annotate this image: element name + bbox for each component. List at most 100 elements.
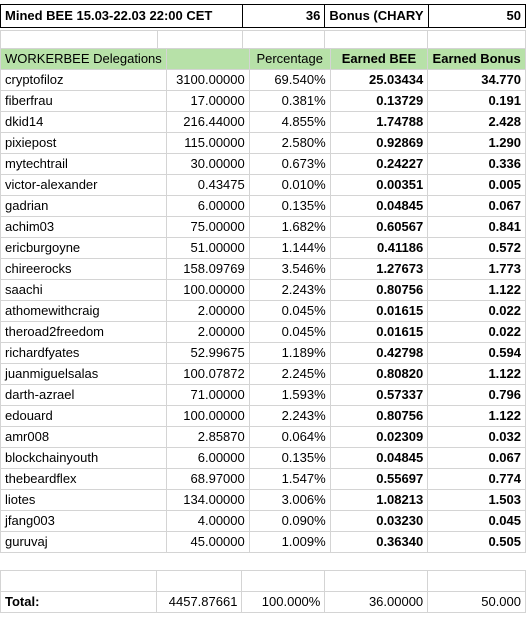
percentage-cell[interactable]: 3.546% [248, 258, 331, 280]
delegated-amount-cell[interactable]: 75.00000 [165, 216, 250, 238]
header-amount[interactable] [165, 48, 250, 70]
earned-bee-cell[interactable]: 0.36340 [329, 531, 429, 553]
header-delegations[interactable]: WORKERBEE Delegations [0, 48, 167, 70]
delegated-amount-cell[interactable]: 71.00000 [165, 384, 250, 406]
earned-bee-cell[interactable]: 0.41186 [329, 237, 429, 259]
percentage-cell[interactable]: 1.682% [248, 216, 331, 238]
delegated-amount-cell[interactable]: 3100.00000 [165, 69, 250, 91]
delegated-amount-cell[interactable]: 2.85870 [165, 426, 250, 448]
percentage-cell[interactable]: 69.540% [248, 69, 331, 91]
delegated-amount-cell[interactable]: 2.00000 [165, 300, 250, 322]
bonus-value-cell[interactable]: 50 [427, 4, 526, 28]
header-earned-bonus[interactable]: Earned Bonus [427, 48, 526, 70]
delegated-amount-cell[interactable]: 100.00000 [165, 405, 250, 427]
delegator-name-cell[interactable]: victor-alexander [0, 174, 167, 196]
delegated-amount-cell[interactable]: 158.09769 [165, 258, 250, 280]
earned-bonus-cell[interactable]: 1.122 [427, 279, 526, 301]
delegated-amount-cell[interactable]: 17.00000 [165, 90, 250, 112]
delegator-name-cell[interactable]: athomewithcraig [0, 300, 167, 322]
percentage-cell[interactable]: 1.593% [248, 384, 331, 406]
percentage-cell[interactable]: 0.135% [248, 447, 331, 469]
earned-bee-cell[interactable]: 0.80820 [329, 363, 429, 385]
delegator-name-cell[interactable]: liotes [0, 489, 167, 511]
earned-bee-cell[interactable]: 0.03230 [329, 510, 429, 532]
header-earned-bee[interactable]: Earned BEE [329, 48, 429, 70]
earned-bee-cell[interactable]: 0.04845 [329, 447, 429, 469]
delegator-name-cell[interactable]: cryptofiloz [0, 69, 167, 91]
earned-bonus-cell[interactable]: 0.045 [427, 510, 526, 532]
percentage-cell[interactable]: 0.064% [248, 426, 331, 448]
percentage-cell[interactable]: 0.045% [248, 321, 331, 343]
percentage-cell[interactable]: 0.090% [248, 510, 331, 532]
earned-bonus-cell[interactable]: 0.022 [427, 300, 526, 322]
percentage-cell[interactable]: 0.045% [248, 300, 331, 322]
delegated-amount-cell[interactable]: 6.00000 [165, 447, 250, 469]
delegator-name-cell[interactable]: theroad2freedom [0, 321, 167, 343]
earned-bonus-cell[interactable]: 1.773 [427, 258, 526, 280]
delegator-name-cell[interactable]: thebeardflex [0, 468, 167, 490]
delegated-amount-cell[interactable]: 2.00000 [165, 321, 250, 343]
earned-bonus-cell[interactable]: 0.067 [427, 447, 526, 469]
delegator-name-cell[interactable]: achim03 [0, 216, 167, 238]
percentage-cell[interactable]: 0.135% [248, 195, 331, 217]
total-label[interactable]: Total: [0, 591, 158, 613]
delegated-amount-cell[interactable]: 45.00000 [165, 531, 250, 553]
delegator-name-cell[interactable]: chireerocks [0, 258, 167, 280]
empty-cell[interactable] [241, 570, 326, 592]
earned-bee-cell[interactable]: 0.01615 [329, 300, 429, 322]
delegated-amount-cell[interactable]: 6.00000 [165, 195, 250, 217]
delegator-name-cell[interactable]: blockchainyouth [0, 447, 167, 469]
earned-bee-cell[interactable]: 0.24227 [329, 153, 429, 175]
earned-bee-cell[interactable]: 0.92869 [329, 132, 429, 154]
earned-bonus-cell[interactable]: 0.067 [427, 195, 526, 217]
delegated-amount-cell[interactable]: 51.00000 [165, 237, 250, 259]
percentage-cell[interactable]: 2.243% [248, 405, 331, 427]
earned-bee-cell[interactable]: 1.08213 [329, 489, 429, 511]
earned-bee-cell[interactable]: 1.27673 [329, 258, 429, 280]
percentage-cell[interactable]: 2.243% [248, 279, 331, 301]
delegated-amount-cell[interactable]: 4.00000 [165, 510, 250, 532]
delegated-amount-cell[interactable]: 100.00000 [165, 279, 250, 301]
earned-bee-cell[interactable]: 0.04845 [329, 195, 429, 217]
earned-bee-cell[interactable]: 0.13729 [329, 90, 429, 112]
delegator-name-cell[interactable]: darth-azrael [0, 384, 167, 406]
percentage-cell[interactable]: 4.855% [248, 111, 331, 133]
earned-bee-cell[interactable]: 0.80756 [329, 279, 429, 301]
delegator-name-cell[interactable]: juanmiguelsalas [0, 363, 167, 385]
earned-bee-cell[interactable]: 0.02309 [329, 426, 429, 448]
delegator-name-cell[interactable]: guruvaj [0, 531, 167, 553]
delegator-name-cell[interactable]: ericburgoyne [0, 237, 167, 259]
delegated-amount-cell[interactable]: 52.99675 [165, 342, 250, 364]
delegator-name-cell[interactable]: mytechtrail [0, 153, 167, 175]
header-percentage[interactable]: Percentage [248, 48, 331, 70]
earned-bonus-cell[interactable]: 0.005 [427, 174, 526, 196]
earned-bonus-cell[interactable]: 0.022 [427, 321, 526, 343]
earned-bonus-cell[interactable]: 0.032 [427, 426, 526, 448]
delegated-amount-cell[interactable]: 115.00000 [165, 132, 250, 154]
percentage-cell[interactable]: 0.381% [248, 90, 331, 112]
bonus-label-cell[interactable]: Bonus (CHARY [324, 4, 429, 28]
delegator-name-cell[interactable]: pixiepost [0, 132, 167, 154]
earned-bonus-cell[interactable]: 0.505 [427, 531, 526, 553]
earned-bee-cell[interactable]: 0.01615 [329, 321, 429, 343]
delegator-name-cell[interactable]: dkid14 [0, 111, 167, 133]
earned-bee-cell[interactable]: 0.55697 [329, 468, 429, 490]
earned-bonus-cell[interactable]: 0.191 [427, 90, 526, 112]
earned-bonus-cell[interactable]: 0.774 [427, 468, 526, 490]
earned-bee-cell[interactable]: 0.00351 [329, 174, 429, 196]
delegated-amount-cell[interactable]: 68.97000 [165, 468, 250, 490]
percentage-cell[interactable]: 2.580% [248, 132, 331, 154]
earned-bee-cell[interactable]: 0.80756 [329, 405, 429, 427]
delegated-amount-cell[interactable]: 0.43475 [165, 174, 250, 196]
delegator-name-cell[interactable]: saachi [0, 279, 167, 301]
earned-bee-cell[interactable]: 0.60567 [329, 216, 429, 238]
percentage-cell[interactable]: 1.189% [248, 342, 331, 364]
percentage-cell[interactable]: 1.547% [248, 468, 331, 490]
earned-bee-cell[interactable]: 25.03434 [329, 69, 429, 91]
percentage-cell[interactable]: 3.006% [248, 489, 331, 511]
empty-cell[interactable] [0, 570, 158, 592]
delegated-amount-cell[interactable]: 100.07872 [165, 363, 250, 385]
earned-bonus-cell[interactable]: 2.428 [427, 111, 526, 133]
earned-bonus-cell[interactable]: 1.122 [427, 363, 526, 385]
percentage-cell[interactable]: 2.245% [248, 363, 331, 385]
